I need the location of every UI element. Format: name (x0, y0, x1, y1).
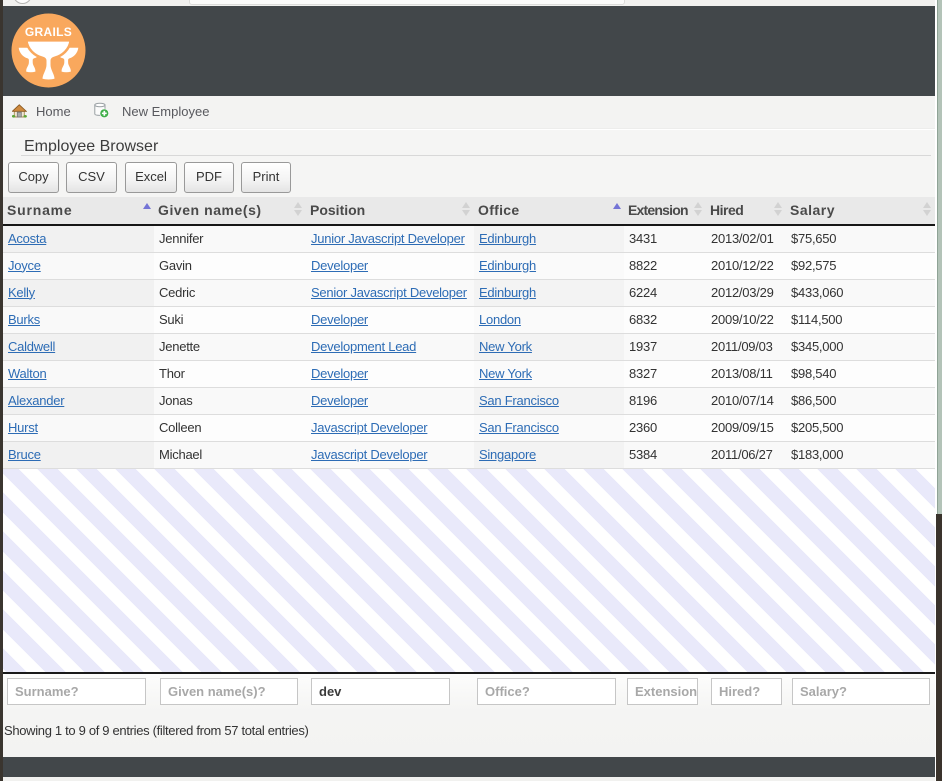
svg-text:GRAILS: GRAILS (25, 25, 72, 39)
